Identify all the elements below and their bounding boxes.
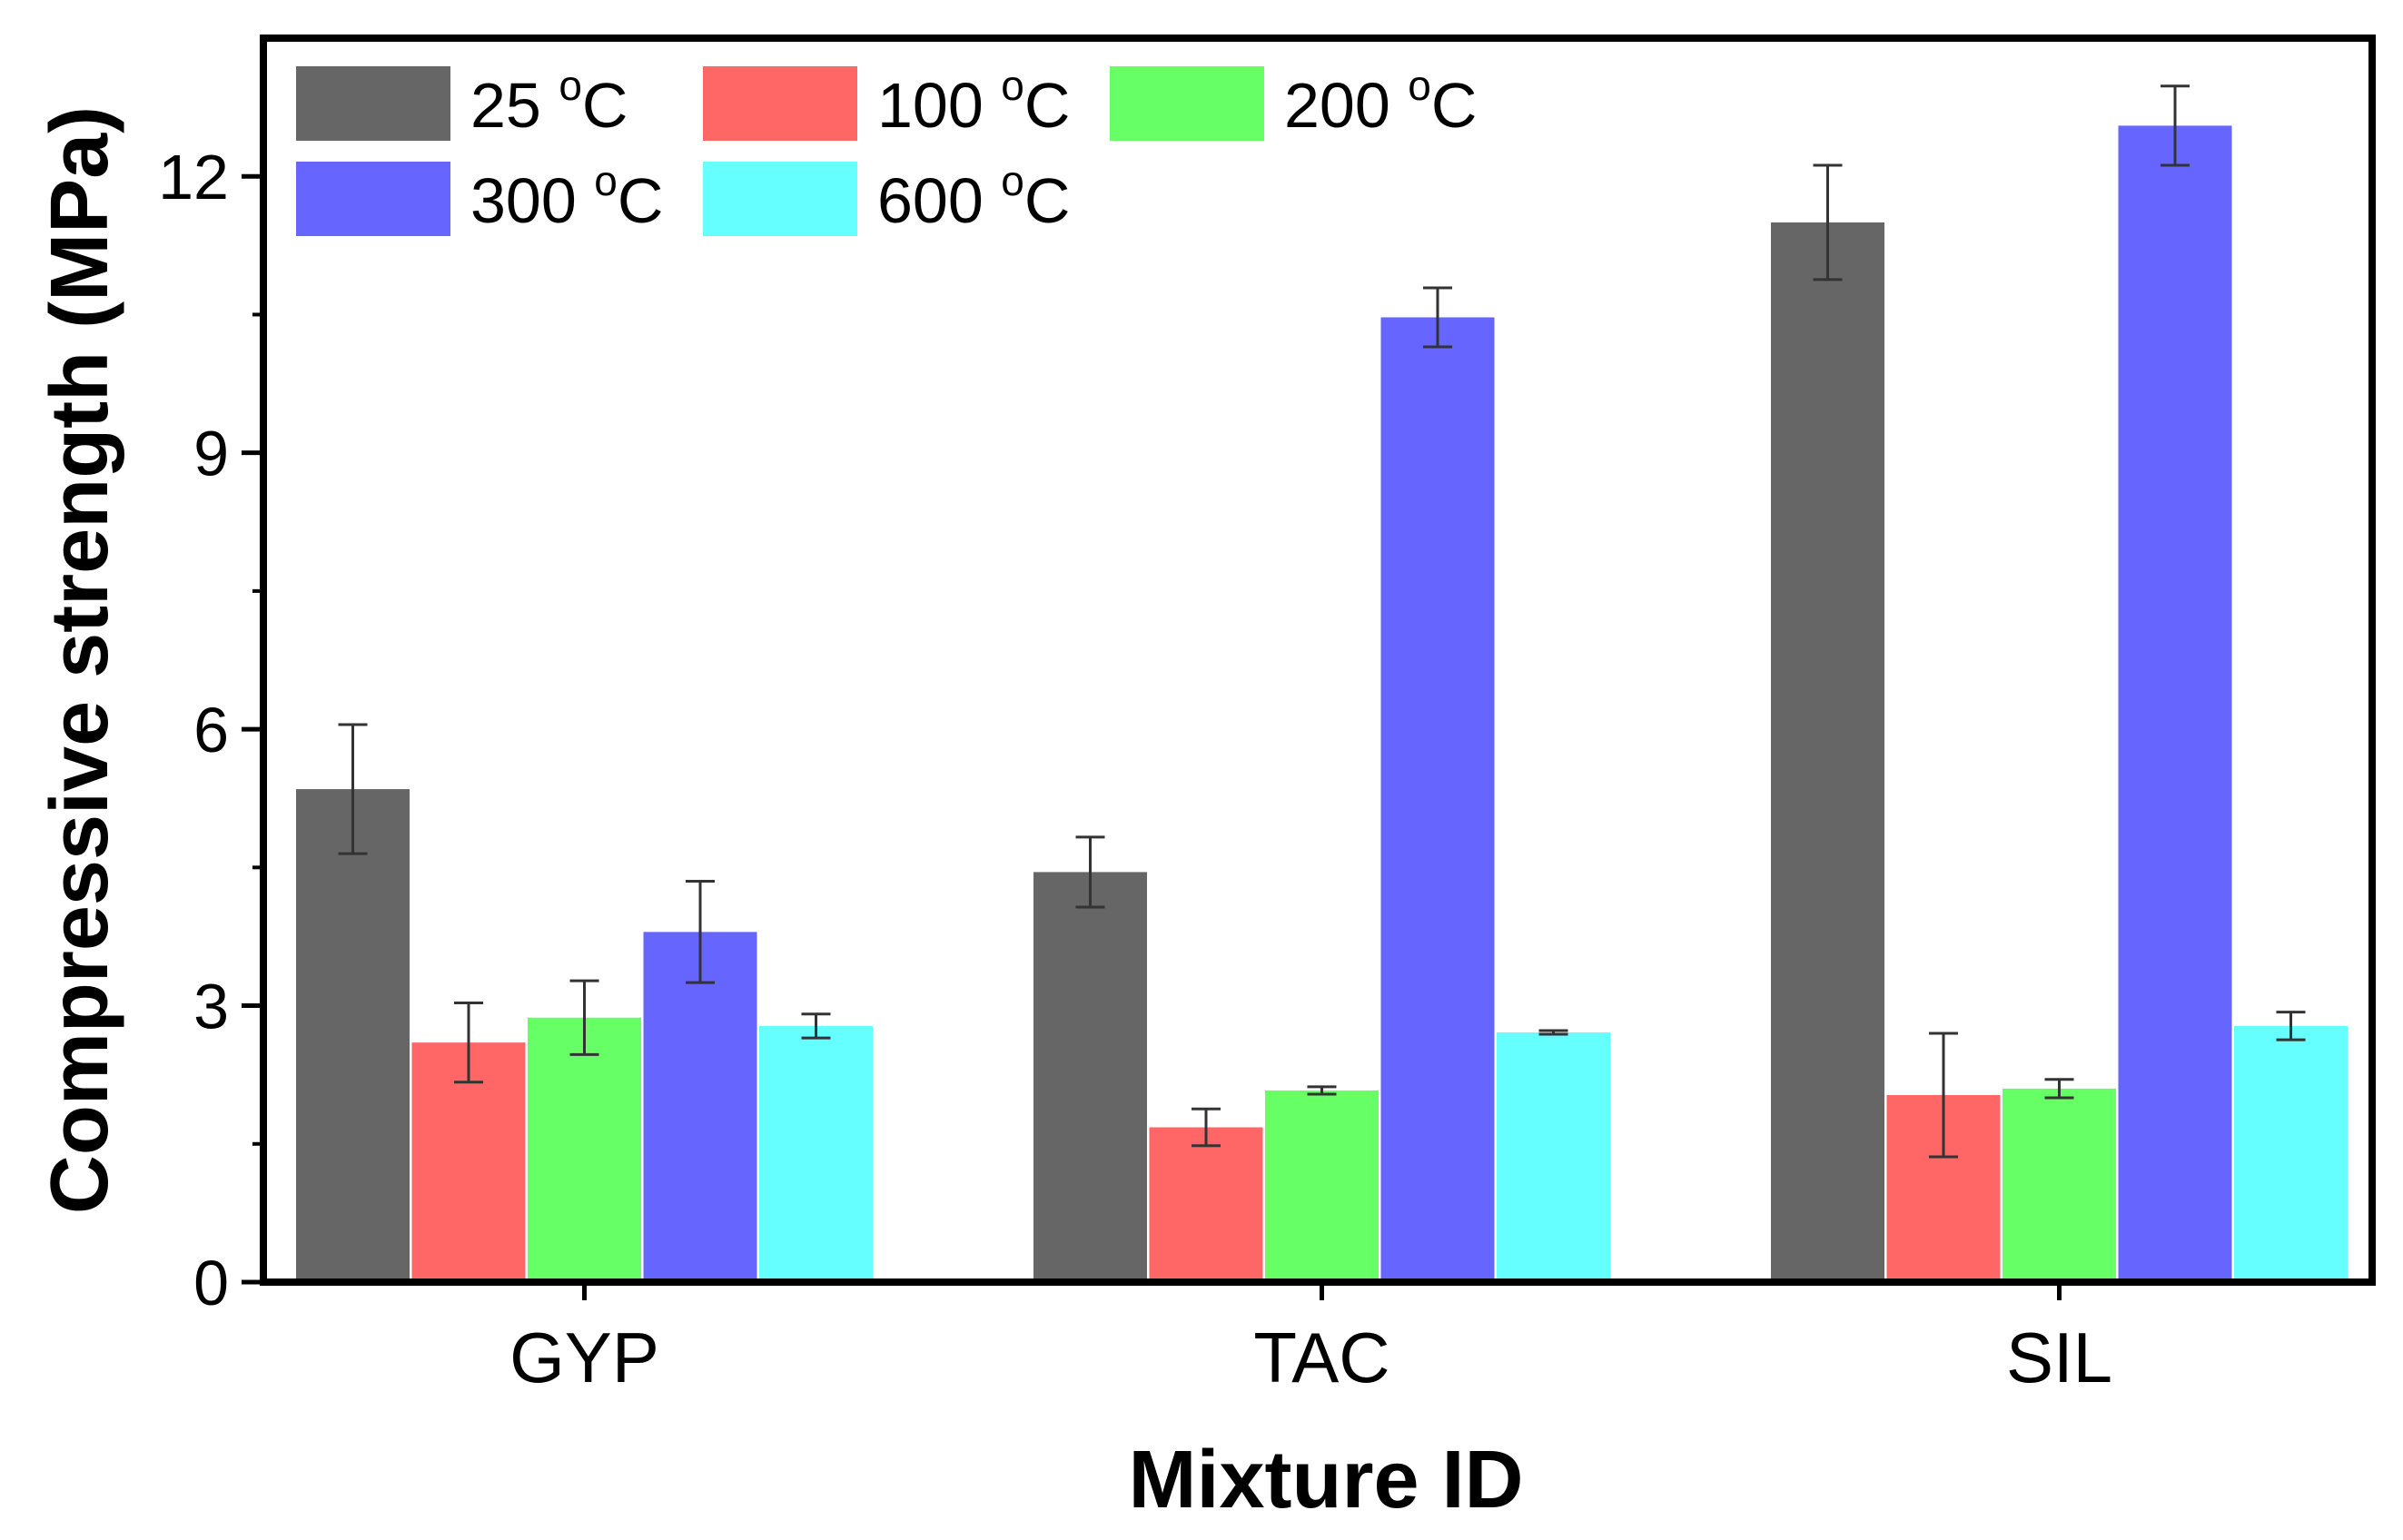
error-bar-sil-series-1 — [1929, 1032, 1958, 1159]
error-bar-sil-series-3 — [2161, 84, 2190, 167]
y-axis: 0 3 6 9 12 — [158, 142, 263, 1318]
legend-label: 600 oC — [877, 157, 1070, 236]
error-bar-gyp-series-3 — [686, 880, 715, 984]
bar-marks — [296, 125, 2348, 1282]
error-bar-marks — [338, 84, 2306, 1159]
legend-label: 25 oC — [470, 62, 628, 141]
bar-tac-series-3 — [1380, 317, 1495, 1282]
bar-sil-series-2 — [2002, 1088, 2116, 1282]
x-axis-title: Mixture ID — [1128, 1435, 1523, 1525]
y-tick-label: 0 — [193, 1248, 229, 1318]
plot-frame — [260, 35, 2376, 1286]
bar-gyp-series-0 — [296, 789, 410, 1282]
y-tick-label: 9 — [193, 419, 229, 489]
error-bar-sil-series-4 — [2276, 1011, 2306, 1041]
x-tick-label-tac: TAC — [1253, 1318, 1389, 1397]
bar-tac-series-1 — [1149, 1127, 1263, 1282]
x-axis: GYP TAC SIL — [509, 1282, 2112, 1397]
legend-swatch — [703, 66, 857, 141]
legend-item-2: 200 oC — [1110, 62, 1477, 141]
error-bar-tac-series-3 — [1423, 286, 1452, 349]
error-bar-gyp-series-0 — [338, 723, 368, 855]
bar-gyp-series-4 — [759, 1025, 873, 1282]
legend-swatch — [703, 162, 857, 236]
bar-sil-series-0 — [1771, 222, 1884, 1282]
y-tick-label: 12 — [158, 142, 229, 212]
legend-label: 200 oC — [1284, 62, 1477, 141]
legend-item-1: 100 oC — [703, 62, 1070, 141]
y-axis-title: Compressive strength (MPa) — [35, 106, 125, 1214]
x-tick-label-sil: SIL — [2006, 1318, 2112, 1397]
y-tick-label: 6 — [193, 695, 229, 765]
error-bar-sil-series-2 — [2044, 1078, 2074, 1100]
error-bar-sil-series-0 — [1813, 163, 1843, 281]
bar-sil-series-3 — [2118, 125, 2232, 1282]
legend-item-0: 25 oC — [296, 62, 628, 141]
error-bar-tac-series-1 — [1192, 1107, 1221, 1148]
legend-label: 100 oC — [877, 62, 1070, 141]
bar-tac-series-2 — [1265, 1090, 1379, 1282]
legend-swatch — [1110, 66, 1264, 141]
bar-tac-series-4 — [1497, 1032, 1610, 1282]
legend-swatch — [296, 66, 450, 141]
bar-sil-series-4 — [2234, 1025, 2348, 1282]
legend-label: 300 oC — [470, 157, 663, 236]
error-bar-tac-series-2 — [1307, 1085, 1337, 1096]
y-tick-label: 3 — [193, 972, 229, 1042]
error-bar-gyp-series-1 — [454, 1002, 483, 1084]
error-bar-tac-series-0 — [1075, 835, 1105, 909]
bar-gyp-series-2 — [528, 1017, 641, 1282]
legend-item-4: 600 oC — [703, 157, 1070, 236]
legend-item-3: 300 oC — [296, 157, 663, 236]
x-tick-label-gyp: GYP — [509, 1318, 659, 1397]
error-bar-tac-series-4 — [1538, 1029, 1568, 1036]
bar-tac-series-0 — [1033, 872, 1147, 1282]
legend: 25 oC 100 oC 200 oC 300 oC 600 oC — [296, 62, 1477, 236]
error-bar-gyp-series-4 — [801, 1012, 831, 1040]
bar-gyp-series-3 — [643, 932, 757, 1282]
error-bar-gyp-series-2 — [569, 979, 599, 1056]
legend-swatch — [296, 162, 450, 236]
